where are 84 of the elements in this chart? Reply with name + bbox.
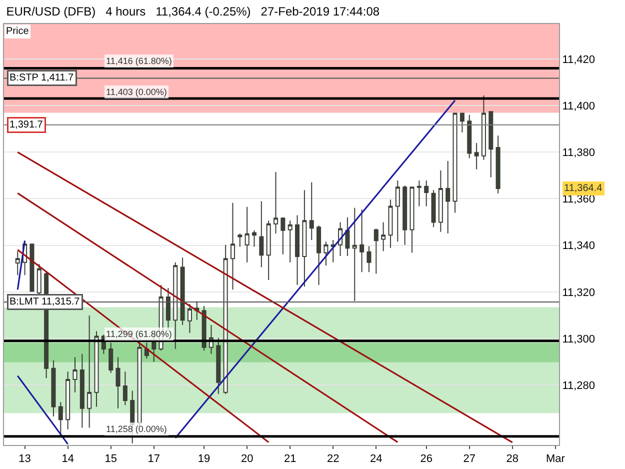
x-tick-label: 27 — [463, 453, 476, 466]
candlestick — [410, 186, 414, 254]
candlestick — [295, 214, 300, 286]
candlestick — [309, 182, 314, 240]
ref-line-label: B:LMT 11,315.7 — [10, 296, 80, 308]
candlestick — [87, 314, 92, 428]
candlestick — [116, 356, 120, 409]
x-tick-label: Mar — [546, 453, 566, 466]
x-tick-label: 26 — [420, 453, 432, 466]
x-tick-label: 24 — [370, 453, 382, 466]
candlestick — [416, 180, 422, 207]
ref-line-label: 11,416 (61.80%) — [106, 56, 172, 66]
y-tick-label: 11,320 — [562, 286, 596, 299]
candlestick — [481, 95, 486, 160]
candlestick — [345, 216, 350, 257]
candlestick — [438, 170, 443, 232]
candlestick — [30, 244, 34, 292]
ref-line-label: 11,258 (0.00%) — [106, 424, 167, 434]
candlestick — [180, 257, 185, 326]
y-tick-label: 11,340 — [562, 240, 596, 252]
candlestick — [402, 184, 408, 246]
candlestick — [122, 371, 128, 406]
candlestick — [467, 114, 472, 159]
chart-title: EUR/USD (DFB) 4 hours 11,364.4 (-0.25%) 27-Feb-2019 17:44:08 — [6, 4, 380, 18]
y-tick-label: 11,280 — [562, 380, 596, 392]
candlestick — [388, 199, 393, 248]
x-tick-label: 14 — [62, 453, 74, 466]
candlestick — [360, 208, 364, 273]
candlestick — [274, 171, 278, 234]
candlestick — [252, 230, 257, 248]
ref-line-label: 11,403 (0.00%) — [106, 87, 167, 97]
y-tick-label: 11,420 — [562, 54, 596, 66]
candlestick — [460, 112, 464, 133]
candlestick — [144, 342, 149, 360]
candlestick — [324, 241, 328, 266]
candlestick — [187, 304, 192, 334]
candlestick — [288, 220, 292, 263]
candlestick — [302, 190, 307, 288]
candlestick — [166, 287, 170, 330]
x-tick-label: 19 — [198, 453, 210, 466]
candlestick — [238, 233, 242, 248]
candlestick — [366, 246, 372, 273]
x-tick-label: 22 — [327, 453, 340, 466]
x-tick-label: 17 — [148, 453, 160, 466]
y-tick-label: 11,300 — [562, 333, 596, 346]
x-tick-label: 20 — [240, 453, 254, 466]
candlestick — [72, 356, 78, 393]
x-tick-label: 21 — [284, 453, 296, 466]
candlestick — [352, 207, 357, 302]
candlestick — [51, 360, 56, 417]
candlestick — [446, 160, 450, 234]
candlestick — [474, 142, 479, 170]
candlestick — [452, 112, 458, 214]
x-tick-label: 13 — [18, 453, 31, 466]
x-tick-label: 28 — [506, 453, 519, 466]
y-tick-label: 11,380 — [562, 146, 596, 159]
candlestick — [266, 220, 271, 281]
ref-line-label: B:STP 1,411.7 — [10, 72, 74, 84]
y-tick-label: 11,400 — [562, 100, 596, 112]
candlestick — [488, 111, 494, 178]
candlestick — [223, 244, 228, 394]
candlestick — [66, 371, 70, 430]
candlestick — [280, 216, 286, 255]
candlestick — [496, 135, 500, 194]
candlestick — [216, 337, 221, 394]
candlestick — [94, 330, 99, 408]
candlestick — [80, 353, 84, 428]
candlestick — [374, 228, 378, 274]
x-tick-label: 15 — [104, 453, 117, 466]
annotation: Price — [6, 26, 30, 37]
candlestick — [259, 200, 264, 268]
candlestick — [431, 190, 436, 228]
annotation: 1,391.7 — [10, 120, 44, 130]
candlestick — [230, 202, 235, 290]
candlestick — [381, 222, 386, 252]
candlestick — [244, 206, 250, 263]
candlestick — [316, 225, 322, 286]
candlestick — [330, 239, 336, 263]
candlestick — [15, 250, 20, 276]
candlestick — [108, 342, 114, 374]
ref-line-label: 11,299 (61.80%) — [106, 329, 172, 339]
text: 11,364.4 — [564, 183, 603, 194]
candlestick — [395, 180, 400, 242]
candlestick — [424, 180, 429, 207]
